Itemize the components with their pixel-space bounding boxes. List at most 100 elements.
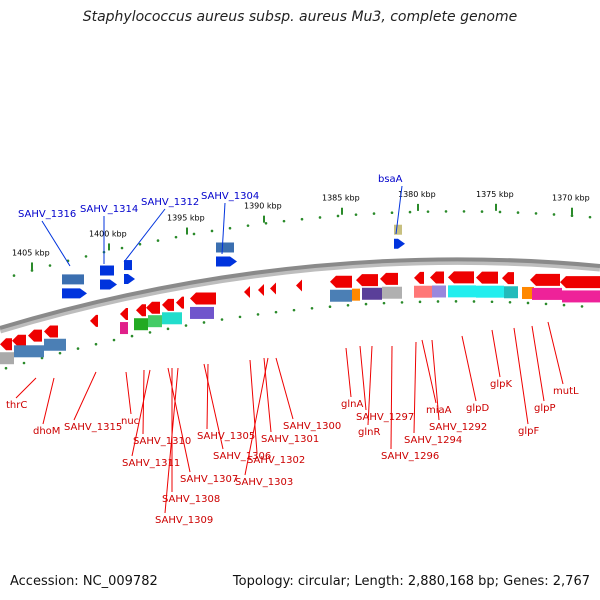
reverse-gene-label: glnA	[341, 399, 363, 410]
reverse-gene-label: SAHV_1302	[247, 455, 305, 466]
reverse-gene-leader	[513, 327, 529, 425]
reverse-gene-feature	[352, 288, 360, 301]
reverse-gene-arrow	[176, 296, 184, 309]
reverse-gene-label: SAHV_1311	[122, 458, 180, 469]
reverse-gene-arrow	[476, 271, 498, 284]
reverse-gene-leader	[42, 377, 55, 425]
tick-dot	[544, 302, 548, 306]
reverse-gene-leader	[367, 345, 373, 426]
reverse-gene-label: glnR	[358, 427, 380, 438]
reverse-gene-arrow	[28, 329, 42, 342]
reverse-gene-leader	[131, 369, 151, 457]
reverse-gene-label: miaA	[426, 405, 452, 416]
reverse-gene-leader	[413, 341, 417, 434]
reverse-gene-arrow	[90, 314, 98, 327]
reverse-gene-arrow	[120, 308, 128, 321]
tick-dot	[210, 229, 214, 233]
scale-label: 1380 kbp	[398, 190, 436, 199]
tick-dot	[418, 300, 422, 304]
tick-dot	[364, 302, 368, 306]
tick-dot	[30, 269, 34, 272]
scale-label: 1375 kbp	[476, 190, 514, 199]
reverse-gene-arrow	[414, 271, 424, 284]
tick-dot	[346, 303, 350, 307]
reverse-gene-label: SAHV_1306	[213, 451, 271, 462]
scale-label: 1385 kbp	[322, 194, 360, 203]
forward-gene-feature	[62, 274, 84, 285]
tick-dot	[12, 274, 16, 277]
tick-dot	[84, 255, 88, 258]
reverse-gene-leader	[345, 347, 352, 398]
tick-dot	[274, 310, 278, 314]
reverse-gene-arrow	[258, 284, 264, 297]
reverse-gene-label: SAHV_1310	[133, 436, 191, 447]
tick-dot	[256, 313, 260, 316]
genome-summary-text: Topology: circular; Length: 2,880,168 bp…	[232, 574, 590, 589]
tick-dot	[426, 210, 430, 213]
reverse-gene-arrow	[136, 304, 146, 317]
reverse-gene-leader	[73, 371, 97, 421]
reverse-gene-arrow	[502, 272, 514, 285]
tick-dot	[570, 214, 574, 218]
tick-dot	[4, 366, 8, 370]
reverse-gene-leader	[359, 345, 367, 411]
forward-gene-arrow	[62, 288, 87, 299]
reverse-gene-label: SAHV_1296	[381, 451, 439, 462]
reverse-gene-label: SAHV_1292	[429, 422, 487, 433]
tick-dot	[94, 342, 98, 346]
reverse-gene-label: SAHV_1303	[235, 477, 293, 488]
reverse-gene-feature	[0, 352, 14, 365]
tick-dot	[264, 221, 268, 225]
tick-dot	[192, 232, 196, 236]
forward-gene-leader	[221, 202, 226, 255]
tick-dot	[408, 210, 412, 214]
reverse-gene-label: SAHV_1297	[356, 412, 414, 423]
accession-text: Accession: NC_009782	[10, 574, 158, 589]
reverse-gene-arrow	[0, 338, 12, 351]
reverse-gene-leader	[15, 377, 37, 399]
reverse-gene-leader	[431, 339, 440, 421]
tick-dot	[228, 226, 232, 230]
tick-dot	[588, 215, 592, 219]
reverse-gene-feature	[14, 345, 44, 358]
tick-dot	[472, 300, 476, 303]
tick-dot	[238, 315, 242, 319]
reverse-gene-label: glpD	[466, 403, 489, 414]
scale-label: 1395 kbp	[167, 214, 205, 223]
reverse-gene-feature	[362, 287, 382, 300]
tick-dot	[310, 307, 314, 310]
tick-dot	[444, 210, 448, 213]
reverse-gene-label: SAHV_1305	[197, 431, 255, 442]
forward-gene-leader	[395, 185, 403, 235]
reverse-gene-arrow	[448, 271, 474, 284]
reverse-gene-label: SAHV_1300	[283, 421, 341, 432]
tick-dot	[246, 224, 250, 227]
forward-gene-feature	[394, 224, 402, 235]
tick-dot	[292, 308, 296, 312]
reverse-gene-feature	[562, 290, 600, 303]
genome-backbone	[0, 257, 600, 330]
reverse-gene-arrow	[162, 298, 174, 311]
tick-dot	[562, 303, 566, 307]
reverse-gene-leader	[125, 371, 132, 415]
reverse-gene-leader	[203, 363, 224, 450]
reverse-gene-leader	[244, 357, 269, 476]
tick-dot	[354, 213, 358, 216]
reverse-gene-leader	[263, 357, 272, 433]
reverse-gene-label: nuc	[121, 416, 139, 427]
reverse-gene-leader	[491, 329, 501, 378]
tick-dot	[526, 301, 530, 305]
reverse-gene-label: glpP	[534, 403, 556, 414]
tick-dot	[462, 210, 466, 213]
tick-dot	[390, 211, 394, 215]
reverse-gene-feature	[162, 312, 182, 325]
reverse-gene-leader	[275, 357, 294, 420]
tick-dot	[490, 300, 494, 304]
reverse-gene-feature	[382, 286, 402, 299]
reverse-gene-arrow	[380, 272, 398, 285]
tick-dot	[40, 356, 44, 360]
tick-dot	[436, 300, 440, 303]
forward-gene-feature	[124, 260, 132, 271]
forward-gene-feature	[100, 265, 114, 276]
tick-dot	[22, 361, 26, 365]
